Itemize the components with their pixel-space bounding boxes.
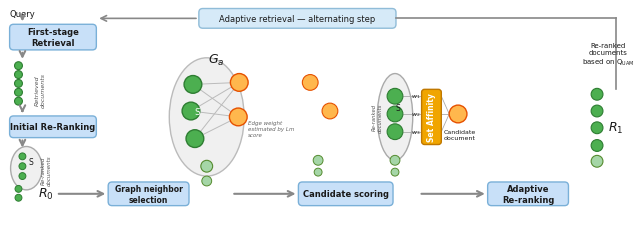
Text: S: S: [396, 103, 401, 112]
Circle shape: [182, 103, 200, 120]
Text: Query: Query: [10, 9, 35, 18]
Circle shape: [230, 74, 248, 92]
Circle shape: [591, 122, 603, 134]
Text: Set Affinity: Set Affinity: [427, 93, 436, 142]
Text: Re-ranked
documents
based on $\mathrm{Q_{UAM}}$: Re-ranked documents based on $\mathrm{Q_…: [582, 43, 634, 67]
Circle shape: [314, 169, 322, 176]
Text: Adaptive
Re-ranking: Adaptive Re-ranking: [502, 184, 554, 204]
Circle shape: [591, 89, 603, 101]
Text: Candidate
document: Candidate document: [444, 129, 476, 140]
Circle shape: [15, 98, 22, 106]
Text: $w_1$: $w_1$: [411, 93, 420, 101]
Text: First-stage
Retrieval: First-stage Retrieval: [27, 28, 79, 47]
Text: S: S: [29, 157, 34, 166]
Text: $G_a$: $G_a$: [209, 53, 225, 68]
Circle shape: [15, 194, 22, 201]
Circle shape: [387, 107, 403, 122]
Circle shape: [591, 140, 603, 152]
Text: $R_1$: $R_1$: [608, 121, 623, 136]
Circle shape: [15, 63, 22, 70]
Circle shape: [19, 173, 26, 180]
Text: $R_0$: $R_0$: [38, 187, 54, 201]
Circle shape: [19, 153, 26, 160]
FancyBboxPatch shape: [108, 182, 189, 206]
FancyBboxPatch shape: [488, 182, 568, 206]
Text: $w_3$: $w_3$: [411, 128, 420, 136]
Text: S: S: [194, 107, 200, 116]
Circle shape: [313, 156, 323, 166]
Circle shape: [184, 76, 202, 94]
Text: Candidate scoring: Candidate scoring: [303, 189, 388, 198]
Ellipse shape: [170, 58, 244, 176]
Text: Initial Re-Ranking: Initial Re-Ranking: [10, 123, 95, 132]
Text: Re-ranked
documents: Re-ranked documents: [372, 103, 383, 132]
Text: Re-ranked
documents: Re-ranked documents: [41, 155, 51, 186]
Circle shape: [15, 186, 22, 192]
Circle shape: [387, 89, 403, 105]
Ellipse shape: [377, 74, 413, 161]
Circle shape: [229, 109, 247, 126]
Circle shape: [19, 163, 26, 170]
Circle shape: [15, 71, 22, 79]
Circle shape: [391, 169, 399, 176]
Text: $w_2$: $w_2$: [411, 110, 420, 118]
Circle shape: [15, 80, 22, 88]
Text: Retrieved
documents: Retrieved documents: [35, 72, 45, 107]
FancyBboxPatch shape: [298, 182, 393, 206]
Circle shape: [201, 161, 212, 172]
FancyBboxPatch shape: [422, 90, 442, 145]
Circle shape: [390, 156, 400, 166]
Circle shape: [202, 176, 212, 186]
Circle shape: [186, 130, 204, 148]
FancyBboxPatch shape: [10, 116, 97, 138]
FancyBboxPatch shape: [10, 25, 97, 51]
FancyBboxPatch shape: [199, 9, 396, 29]
Ellipse shape: [11, 147, 42, 190]
Text: Adaptive retrieval — alternating step: Adaptive retrieval — alternating step: [220, 15, 376, 24]
Circle shape: [449, 106, 467, 123]
Circle shape: [322, 104, 338, 119]
Circle shape: [387, 124, 403, 140]
Circle shape: [591, 106, 603, 117]
Circle shape: [302, 75, 318, 91]
Text: Graph neighbor
selection: Graph neighbor selection: [115, 184, 182, 204]
Circle shape: [591, 156, 603, 167]
Text: Edge weight
estimated by Lm
score: Edge weight estimated by Lm score: [248, 121, 294, 137]
Circle shape: [15, 89, 22, 97]
